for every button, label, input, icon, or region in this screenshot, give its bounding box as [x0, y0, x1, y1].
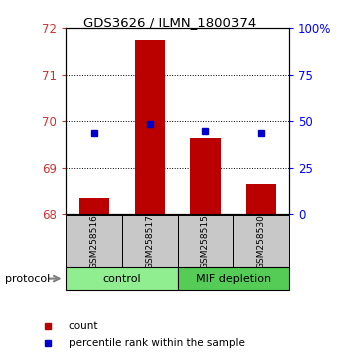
- Text: percentile rank within the sample: percentile rank within the sample: [69, 338, 244, 348]
- Text: GSM258516: GSM258516: [90, 213, 99, 269]
- Bar: [79, 198, 109, 214]
- Bar: [66, 267, 178, 290]
- Text: GSM258515: GSM258515: [201, 213, 210, 269]
- Bar: [66, 215, 122, 267]
- Bar: [135, 40, 165, 214]
- Bar: [122, 215, 178, 267]
- Text: count: count: [69, 321, 98, 331]
- Bar: [190, 137, 221, 214]
- Bar: [246, 184, 276, 214]
- Text: protocol: protocol: [5, 274, 50, 284]
- Bar: [233, 215, 289, 267]
- Text: GDS3626 / ILMN_1800374: GDS3626 / ILMN_1800374: [83, 16, 257, 29]
- Text: GSM258530: GSM258530: [257, 213, 266, 269]
- Text: control: control: [103, 274, 141, 284]
- Bar: [178, 267, 289, 290]
- Bar: [178, 215, 233, 267]
- Text: MIF depletion: MIF depletion: [196, 274, 271, 284]
- Text: GSM258517: GSM258517: [145, 213, 154, 269]
